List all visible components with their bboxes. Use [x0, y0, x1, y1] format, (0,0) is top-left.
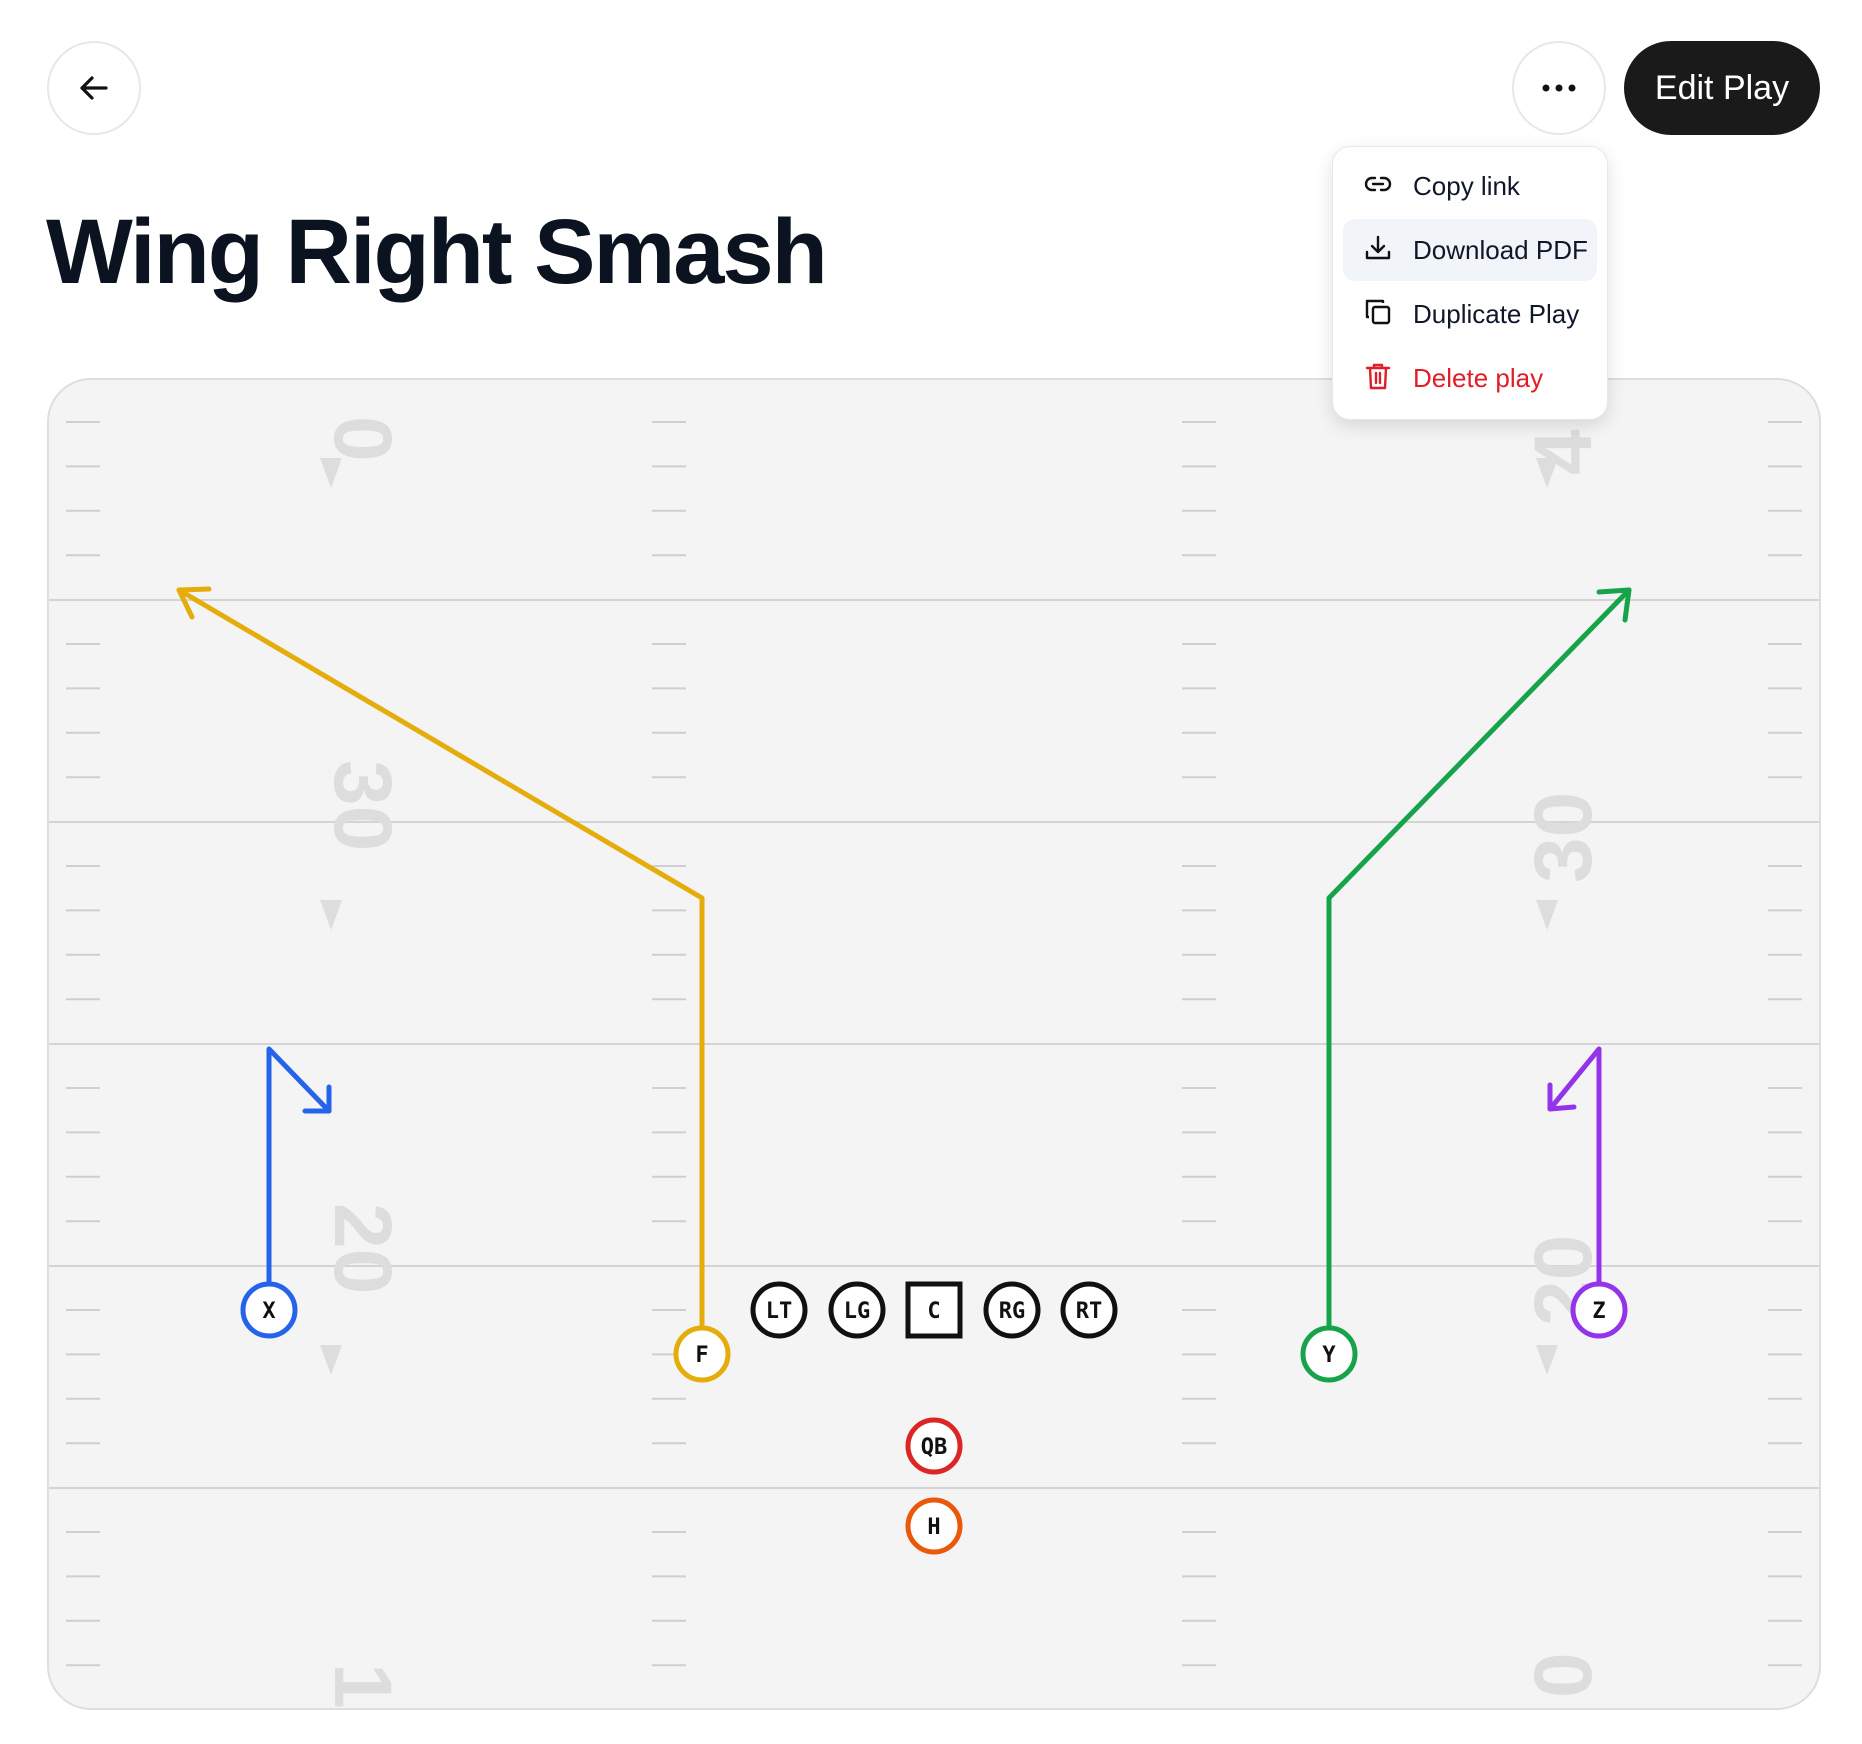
yard-number-right-1: 4 — [1518, 429, 1609, 475]
menu-item-delete-play[interactable]: Delete play — [1343, 347, 1597, 409]
play-field[interactable]: 0 30 20 1 4 30 20 0 — [47, 378, 1821, 1710]
menu-item-label: Delete play — [1413, 362, 1544, 393]
yard-number-left-2: 30 — [317, 760, 408, 851]
yard-arrow — [1536, 1345, 1558, 1375]
trash-icon — [1363, 361, 1397, 395]
yard-arrow — [320, 458, 342, 488]
svg-text:LT: LT — [766, 1299, 793, 1324]
yard-number-left-4: 1 — [317, 1663, 408, 1709]
player-x[interactable]: X — [240, 1281, 298, 1339]
menu-item-duplicate-play[interactable]: Duplicate Play — [1343, 283, 1597, 345]
svg-text:LG: LG — [844, 1299, 871, 1324]
more-options-menu: Copy link Download PDF Duplicate Play — [1332, 146, 1608, 420]
field-canvas[interactable]: 0 30 20 1 4 30 20 0 — [47, 378, 1821, 1710]
svg-text:X: X — [262, 1299, 275, 1324]
yard-number-right-2: 30 — [1518, 792, 1609, 883]
download-icon — [1363, 233, 1397, 267]
player-c[interactable]: C — [905, 1281, 963, 1339]
edit-play-button[interactable]: Edit Play — [1624, 41, 1820, 135]
svg-text:H: H — [927, 1515, 940, 1540]
svg-text:Z: Z — [1592, 1299, 1605, 1324]
copy-icon — [1363, 297, 1397, 331]
menu-item-copy-link[interactable]: Copy link — [1343, 155, 1597, 217]
svg-text:RG: RG — [999, 1299, 1026, 1324]
link-icon — [1363, 169, 1397, 203]
ellipsis-icon — [1542, 84, 1576, 92]
yard-arrow — [1536, 458, 1558, 488]
player-rt[interactable]: RT — [1060, 1281, 1118, 1339]
player-f[interactable]: F — [673, 1325, 731, 1383]
page-title: Wing Right Smash — [46, 201, 828, 303]
route-z-arrowhead — [1547, 1082, 1577, 1112]
back-button[interactable] — [47, 41, 141, 135]
yard-number-left-1: 0 — [317, 416, 408, 462]
menu-item-label: Download PDF — [1413, 234, 1588, 265]
route-y[interactable] — [1326, 587, 1632, 1334]
menu-item-label: Copy link — [1413, 170, 1520, 201]
yard-arrow — [1536, 900, 1558, 930]
route-f[interactable] — [176, 587, 705, 1334]
menu-item-label: Duplicate Play — [1413, 298, 1580, 329]
yard-arrow — [320, 900, 342, 930]
player-h[interactable]: H — [905, 1497, 963, 1555]
route-y-arrowhead — [1596, 587, 1632, 623]
yard-number-right-4: 0 — [1518, 1652, 1609, 1698]
player-y[interactable]: Y — [1300, 1325, 1358, 1383]
player-lt[interactable]: LT — [750, 1281, 808, 1339]
yard-number-left-3: 20 — [317, 1203, 408, 1294]
svg-text:QB: QB — [921, 1435, 948, 1460]
route-f-arrowhead — [176, 586, 212, 620]
player-rg[interactable]: RG — [983, 1281, 1041, 1339]
more-options-button[interactable] — [1512, 41, 1606, 135]
route-x[interactable] — [266, 1046, 332, 1289]
player-lg[interactable]: LG — [828, 1281, 886, 1339]
svg-text:F: F — [695, 1343, 708, 1368]
menu-item-download-pdf[interactable]: Download PDF — [1343, 219, 1597, 281]
yard-arrow — [320, 1345, 342, 1375]
arrow-left-icon — [80, 76, 108, 100]
route-x-arrowhead — [302, 1084, 332, 1114]
svg-text:RT: RT — [1076, 1299, 1103, 1324]
player-qb[interactable]: QB — [905, 1417, 963, 1475]
player-z[interactable]: Z — [1570, 1281, 1628, 1339]
svg-text:C: C — [927, 1299, 940, 1324]
svg-text:Y: Y — [1322, 1343, 1336, 1368]
route-z[interactable] — [1547, 1046, 1602, 1289]
